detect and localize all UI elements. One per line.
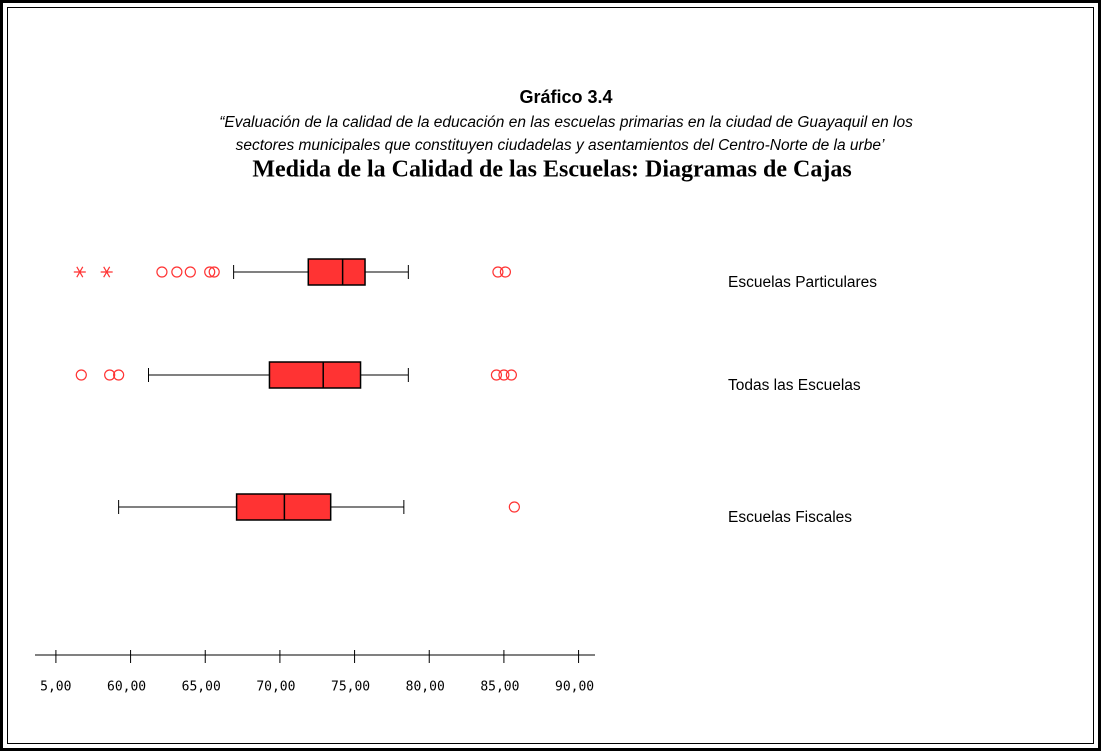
x-tick-label: 80,00: [406, 680, 445, 695]
x-tick-label: 70,00: [256, 680, 295, 695]
legend-label: Escuelas Particulares: [728, 274, 877, 291]
inner-frame: [7, 7, 1094, 744]
outlier: [508, 501, 520, 513]
outlier: [184, 266, 196, 278]
outlier: [208, 266, 220, 278]
outlier: [104, 369, 116, 381]
subtitle-line: sectores municipales que constituyen ciu…: [236, 137, 885, 154]
outlier: [156, 266, 168, 278]
legend-label: Todas las Escuelas: [728, 377, 861, 394]
outlier: [505, 369, 517, 381]
x-tick-label: 75,00: [331, 680, 370, 695]
x-tick-label: 90,00: [555, 680, 594, 695]
box: [307, 258, 366, 286]
legend-label: Escuelas Fiscales: [728, 509, 852, 526]
chart-title: Medida de la Calidad de las Escuelas: Di…: [252, 157, 851, 183]
x-tick-label: 65,00: [182, 680, 221, 695]
extreme: [73, 266, 86, 278]
subtitle-line: “Evaluación de la calidad de la educació…: [219, 114, 913, 131]
tick-labels: 55,00 60,00 65,00 70,00 75,00 80,00 85,00 90,00: [32, 680, 594, 695]
x-tick-label: 55,00: [32, 680, 71, 695]
chart-header: Gráfico 3.4: [519, 87, 612, 107]
x-tick-label: 60,00: [107, 680, 146, 695]
extreme: [100, 266, 113, 278]
outlier: [498, 369, 510, 381]
outlier: [499, 266, 511, 278]
x-tick-label: 85,00: [480, 680, 519, 695]
outlier: [171, 266, 183, 278]
outlier: [113, 369, 125, 381]
outlier: [490, 369, 503, 381]
outlier: [75, 369, 87, 381]
outlier: [492, 266, 504, 278]
outlier: [204, 266, 216, 278]
box: [268, 361, 362, 389]
